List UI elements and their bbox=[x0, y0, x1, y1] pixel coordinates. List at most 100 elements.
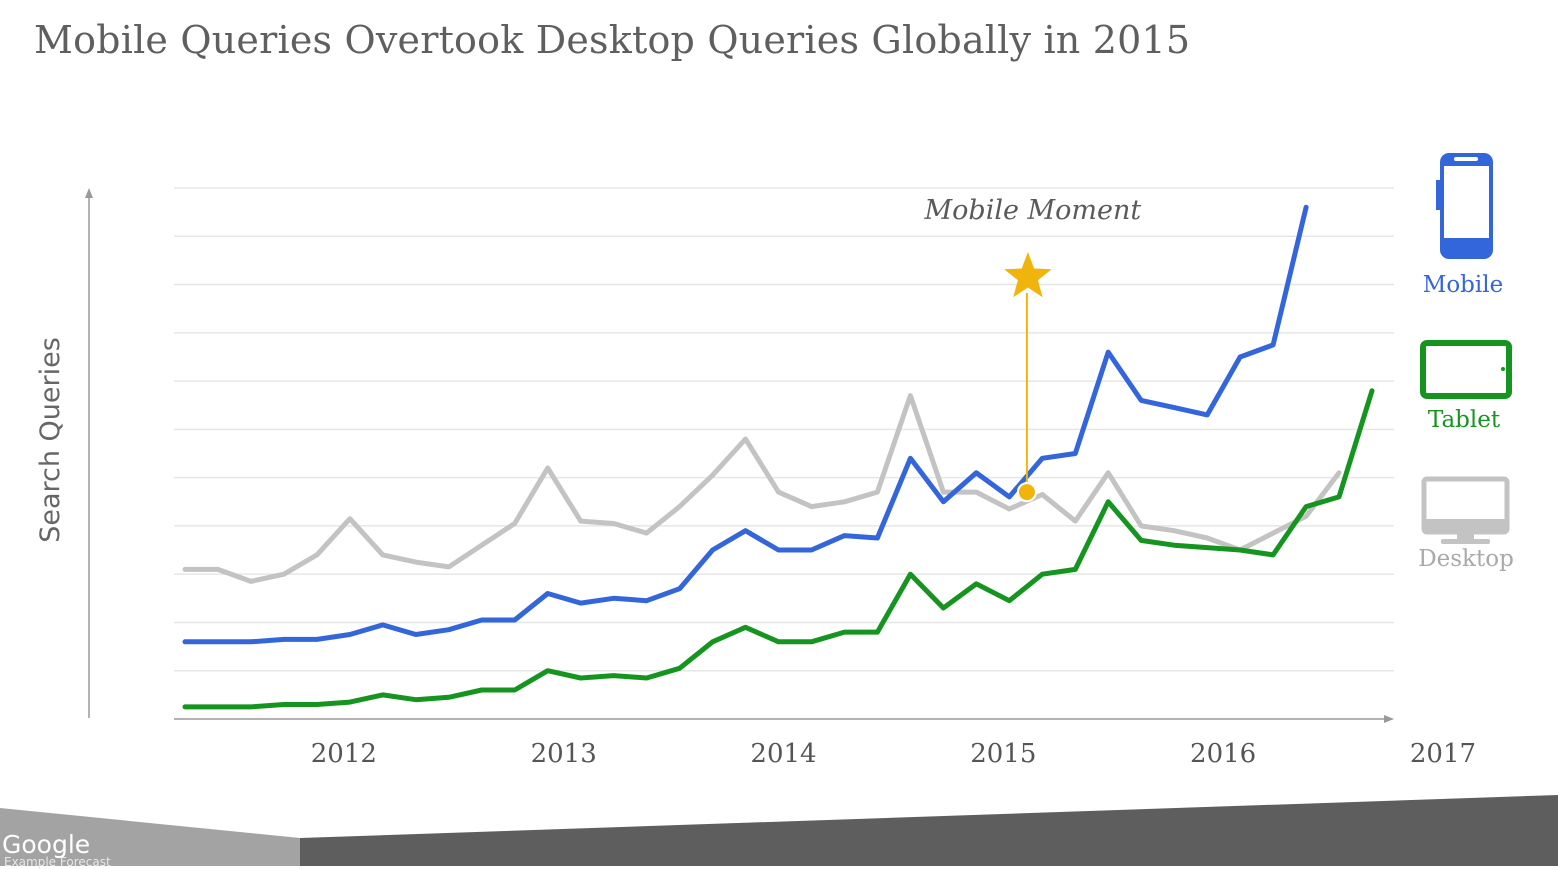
series-lines bbox=[182, 204, 1375, 710]
crossover-dot bbox=[1016, 482, 1037, 503]
data-point-desktop bbox=[1041, 494, 1043, 496]
tablet-icon bbox=[1420, 340, 1512, 399]
data-point-desktop bbox=[778, 491, 780, 493]
data-point-desktop bbox=[1206, 537, 1208, 539]
data-point-desktop bbox=[184, 568, 186, 570]
data-point-tablet bbox=[876, 631, 878, 633]
data-point-mobile bbox=[1272, 344, 1274, 346]
data-point-tablet bbox=[712, 641, 714, 643]
data-point-mobile bbox=[1041, 457, 1043, 459]
x-tick-label: 2012 bbox=[311, 739, 377, 769]
data-point-tablet bbox=[810, 641, 812, 643]
data-point-tablet bbox=[1074, 568, 1076, 570]
data-point-tablet bbox=[382, 694, 384, 696]
data-point-mobile bbox=[1140, 399, 1142, 401]
data-point-mobile bbox=[1173, 407, 1175, 409]
data-point-desktop bbox=[250, 580, 252, 582]
source-note: Example Forecast bbox=[4, 855, 111, 869]
footer-dark-band bbox=[300, 795, 1558, 866]
star-icon bbox=[1004, 252, 1052, 298]
gridlines bbox=[174, 187, 1394, 672]
data-point-mobile bbox=[745, 530, 747, 532]
data-point-desktop bbox=[1173, 530, 1175, 532]
data-point-tablet bbox=[283, 704, 285, 706]
data-point-tablet bbox=[745, 626, 747, 628]
annotation-text: Mobile Moment bbox=[924, 195, 1142, 226]
data-point-mobile bbox=[810, 549, 812, 551]
legend-item-tablet: Tablet bbox=[1420, 340, 1512, 433]
data-point-mobile bbox=[283, 638, 285, 640]
x-tick-label: 2017 bbox=[1410, 739, 1476, 769]
data-point-mobile bbox=[382, 624, 384, 626]
series-line-desktop bbox=[182, 393, 1342, 584]
data-point-mobile bbox=[613, 597, 615, 599]
data-point-tablet bbox=[217, 706, 219, 708]
data-point-tablet bbox=[1107, 501, 1109, 503]
mobile-moment-annotation: Mobile Moment bbox=[924, 195, 1142, 503]
series-line-mobile bbox=[182, 204, 1309, 645]
data-point-desktop bbox=[481, 544, 483, 546]
data-point-tablet bbox=[975, 583, 977, 585]
data-point-mobile bbox=[679, 588, 681, 590]
data-point-tablet bbox=[1206, 547, 1208, 549]
chart-title: Mobile Queries Overtook Desktop Queries … bbox=[34, 18, 1191, 62]
data-point-desktop bbox=[679, 506, 681, 508]
data-point-desktop bbox=[843, 501, 845, 503]
data-point-tablet bbox=[1305, 506, 1307, 508]
data-point-tablet bbox=[1008, 600, 1010, 602]
data-point-tablet bbox=[1140, 539, 1142, 541]
data-point-desktop bbox=[942, 491, 944, 493]
data-point-mobile bbox=[1239, 356, 1241, 358]
footer-light-band bbox=[0, 808, 300, 866]
data-point-desktop bbox=[349, 518, 351, 520]
x-axis-arrow bbox=[1384, 715, 1394, 723]
data-point-tablet bbox=[1371, 390, 1373, 392]
data-point-tablet bbox=[547, 670, 549, 672]
legend-label-mobile: Mobile bbox=[1423, 272, 1503, 298]
data-point-desktop bbox=[217, 568, 219, 570]
data-point-desktop bbox=[1140, 525, 1142, 527]
data-point-mobile bbox=[349, 634, 351, 636]
data-point-mobile bbox=[217, 641, 219, 643]
smartphone-icon bbox=[1436, 153, 1493, 259]
x-tick-label: 2016 bbox=[1190, 739, 1256, 769]
data-point-desktop bbox=[909, 395, 911, 397]
data-point-desktop bbox=[382, 554, 384, 556]
legend-item-desktop: Desktop bbox=[1418, 476, 1514, 572]
data-point-tablet bbox=[1239, 549, 1241, 551]
data-point-tablet bbox=[250, 706, 252, 708]
data-point-mobile bbox=[1206, 414, 1208, 416]
data-point-mobile bbox=[184, 641, 186, 643]
x-tick-labels: 2012 2013 2014 2015 2016 2017 bbox=[311, 739, 1476, 769]
data-point-mobile bbox=[975, 472, 977, 474]
data-point-tablet bbox=[1338, 496, 1340, 498]
data-point-tablet bbox=[580, 677, 582, 679]
data-point-desktop bbox=[448, 566, 450, 568]
data-point-tablet bbox=[613, 675, 615, 677]
data-point-mobile bbox=[580, 602, 582, 604]
data-point-tablet bbox=[646, 677, 648, 679]
data-point-desktop bbox=[283, 573, 285, 575]
data-point-desktop bbox=[1074, 520, 1076, 522]
data-point-desktop bbox=[547, 467, 549, 469]
legend-label-desktop: Desktop bbox=[1418, 546, 1514, 572]
x-tick-label: 2013 bbox=[531, 739, 597, 769]
legend: Mobile Tablet Desktop bbox=[1418, 153, 1514, 572]
data-point-mobile bbox=[909, 457, 911, 459]
data-point-desktop bbox=[415, 561, 417, 563]
data-point-desktop bbox=[646, 532, 648, 534]
y-axis-arrow bbox=[85, 188, 93, 198]
data-point-desktop bbox=[1107, 472, 1109, 474]
data-point-mobile bbox=[547, 592, 549, 594]
data-point-mobile bbox=[1305, 206, 1307, 208]
data-point-desktop bbox=[514, 522, 516, 524]
data-point-mobile bbox=[1107, 351, 1109, 353]
data-point-desktop bbox=[316, 554, 318, 556]
data-point-tablet bbox=[843, 631, 845, 633]
legend-label-tablet: Tablet bbox=[1428, 407, 1501, 433]
data-point-desktop bbox=[1272, 532, 1274, 534]
data-point-mobile bbox=[448, 629, 450, 631]
data-point-tablet bbox=[909, 573, 911, 575]
data-point-desktop bbox=[975, 491, 977, 493]
